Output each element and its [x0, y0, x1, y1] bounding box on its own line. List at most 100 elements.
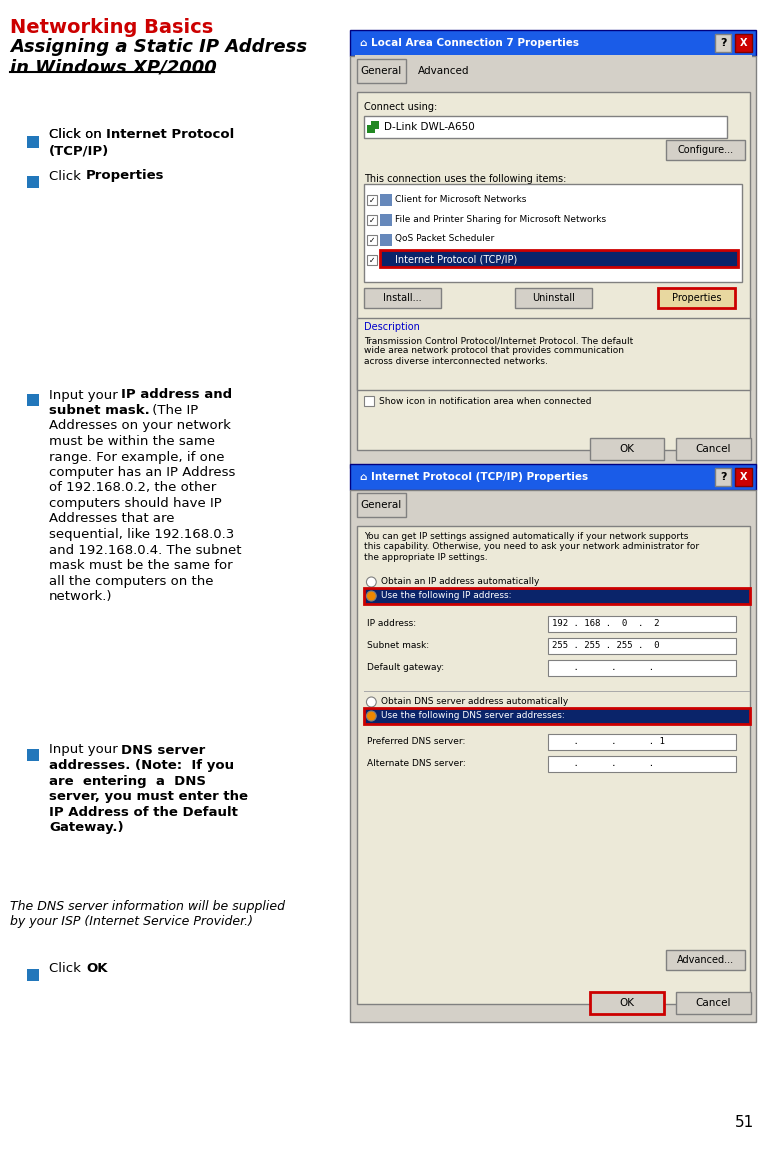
Text: 192 . 168 .  0  .  2: 192 . 168 . 0 . 2	[552, 620, 659, 629]
Text: ?: ?	[720, 38, 726, 48]
Text: General: General	[361, 66, 401, 76]
Text: Addresses on your network: Addresses on your network	[49, 420, 230, 432]
Text: computers should have IP: computers should have IP	[49, 497, 222, 509]
Text: The DNS server information will be supplied
by your ISP (Internet Service Provid: The DNS server information will be suppl…	[9, 900, 285, 928]
FancyBboxPatch shape	[27, 176, 39, 187]
Text: X: X	[740, 38, 747, 48]
Text: of 192.168.0.2, the other: of 192.168.0.2, the other	[49, 482, 216, 494]
Circle shape	[366, 577, 376, 586]
Text: IP address and: IP address and	[121, 389, 231, 401]
FancyBboxPatch shape	[548, 616, 736, 633]
Text: Description: Description	[365, 322, 420, 332]
Text: This connection uses the following items:: This connection uses the following items…	[365, 174, 567, 184]
Text: Advanced: Advanced	[419, 66, 470, 76]
Text: Click on: Click on	[49, 129, 106, 141]
FancyBboxPatch shape	[365, 116, 727, 138]
Text: Use the following DNS server addresses:: Use the following DNS server addresses:	[381, 712, 565, 721]
Text: OK: OK	[619, 998, 634, 1009]
Bar	[380, 214, 392, 227]
Text: Addresses that are: Addresses that are	[49, 513, 175, 526]
Text: DNS server: DNS server	[121, 744, 205, 757]
Text: Cancel: Cancel	[695, 444, 731, 454]
Text: Click: Click	[49, 169, 85, 183]
FancyBboxPatch shape	[357, 493, 405, 518]
FancyBboxPatch shape	[350, 490, 757, 1022]
Text: Uninstall: Uninstall	[532, 293, 575, 302]
Text: .      .      . 1: . . . 1	[552, 737, 675, 746]
Text: computer has an IP Address: computer has an IP Address	[49, 466, 235, 480]
Text: X: X	[740, 472, 747, 482]
Text: addresses. (Note:  If you: addresses. (Note: If you	[49, 759, 234, 772]
Text: Cancel: Cancel	[695, 998, 731, 1009]
Text: must be within the same: must be within the same	[49, 435, 215, 448]
Text: IP Address of the Default: IP Address of the Default	[49, 805, 238, 819]
Circle shape	[369, 713, 374, 719]
Text: Advanced...: Advanced...	[677, 954, 734, 965]
Text: Default gateway:: Default gateway:	[368, 664, 445, 673]
FancyBboxPatch shape	[515, 288, 592, 308]
FancyBboxPatch shape	[368, 196, 377, 205]
FancyBboxPatch shape	[350, 30, 757, 56]
Text: Click on: Click on	[49, 129, 106, 141]
FancyBboxPatch shape	[365, 288, 441, 308]
FancyBboxPatch shape	[368, 235, 377, 245]
Text: ✓: ✓	[369, 236, 376, 245]
FancyBboxPatch shape	[380, 250, 738, 267]
Text: Obtain DNS server address automatically: Obtain DNS server address automatically	[381, 698, 568, 706]
Text: Gateway.): Gateway.)	[49, 821, 124, 834]
FancyBboxPatch shape	[548, 734, 736, 750]
Text: network.): network.)	[49, 590, 112, 603]
FancyBboxPatch shape	[368, 255, 377, 264]
Text: Use the following IP address:: Use the following IP address:	[381, 591, 512, 600]
Text: You can get IP settings assigned automatically if your network supports
this cap: You can get IP settings assigned automat…	[365, 532, 699, 562]
Bar	[380, 233, 392, 246]
Text: 51: 51	[735, 1116, 754, 1130]
FancyBboxPatch shape	[659, 288, 735, 308]
Bar	[368, 125, 376, 133]
Text: Obtain an IP address automatically: Obtain an IP address automatically	[381, 577, 539, 586]
Text: General: General	[361, 500, 401, 509]
Text: Click: Click	[49, 963, 85, 975]
Text: Client for Microsoft Networks: Client for Microsoft Networks	[395, 194, 526, 204]
FancyBboxPatch shape	[357, 92, 750, 450]
FancyBboxPatch shape	[350, 463, 757, 490]
Text: Alternate DNS server:: Alternate DNS server:	[368, 759, 466, 768]
Text: Show icon in notification area when connected: Show icon in notification area when conn…	[379, 397, 592, 406]
Text: Configure...: Configure...	[677, 145, 734, 155]
Text: in Windows XP/2000: in Windows XP/2000	[9, 59, 216, 77]
Text: OK: OK	[619, 444, 634, 454]
FancyBboxPatch shape	[357, 59, 405, 83]
Text: Input your: Input your	[49, 744, 122, 757]
Text: ⌂ Internet Protocol (TCP/IP) Properties: ⌂ Internet Protocol (TCP/IP) Properties	[360, 472, 588, 482]
Text: ✓: ✓	[369, 196, 376, 205]
FancyBboxPatch shape	[27, 969, 39, 981]
Text: Input your: Input your	[49, 389, 122, 401]
FancyBboxPatch shape	[368, 215, 377, 225]
Text: Assigning a Static IP Address: Assigning a Static IP Address	[9, 38, 307, 56]
Bar	[372, 121, 379, 129]
Text: and 192.168.0.4. The subnet: and 192.168.0.4. The subnet	[49, 544, 241, 557]
Text: Properties: Properties	[672, 293, 721, 302]
FancyBboxPatch shape	[676, 992, 750, 1014]
Text: OK: OK	[86, 963, 107, 975]
Text: (TCP/IP): (TCP/IP)	[49, 145, 109, 158]
FancyBboxPatch shape	[548, 756, 736, 772]
Circle shape	[366, 697, 376, 707]
FancyBboxPatch shape	[666, 140, 745, 160]
Text: server, you must enter the: server, you must enter the	[49, 790, 248, 803]
FancyBboxPatch shape	[365, 396, 374, 406]
Text: all the computers on the: all the computers on the	[49, 575, 213, 588]
FancyBboxPatch shape	[548, 638, 736, 654]
Text: mask must be the same for: mask must be the same for	[49, 559, 233, 572]
Circle shape	[366, 591, 376, 601]
Text: 255 . 255 . 255 .  0: 255 . 255 . 255 . 0	[552, 642, 659, 651]
Bar	[380, 254, 392, 266]
FancyBboxPatch shape	[365, 184, 742, 282]
FancyBboxPatch shape	[676, 438, 750, 460]
Text: Preferred DNS server:: Preferred DNS server:	[368, 737, 466, 746]
Circle shape	[366, 711, 376, 721]
FancyBboxPatch shape	[735, 468, 753, 486]
FancyBboxPatch shape	[365, 588, 750, 604]
FancyBboxPatch shape	[27, 136, 39, 148]
Text: QoS Packet Scheduler: QoS Packet Scheduler	[395, 235, 494, 244]
